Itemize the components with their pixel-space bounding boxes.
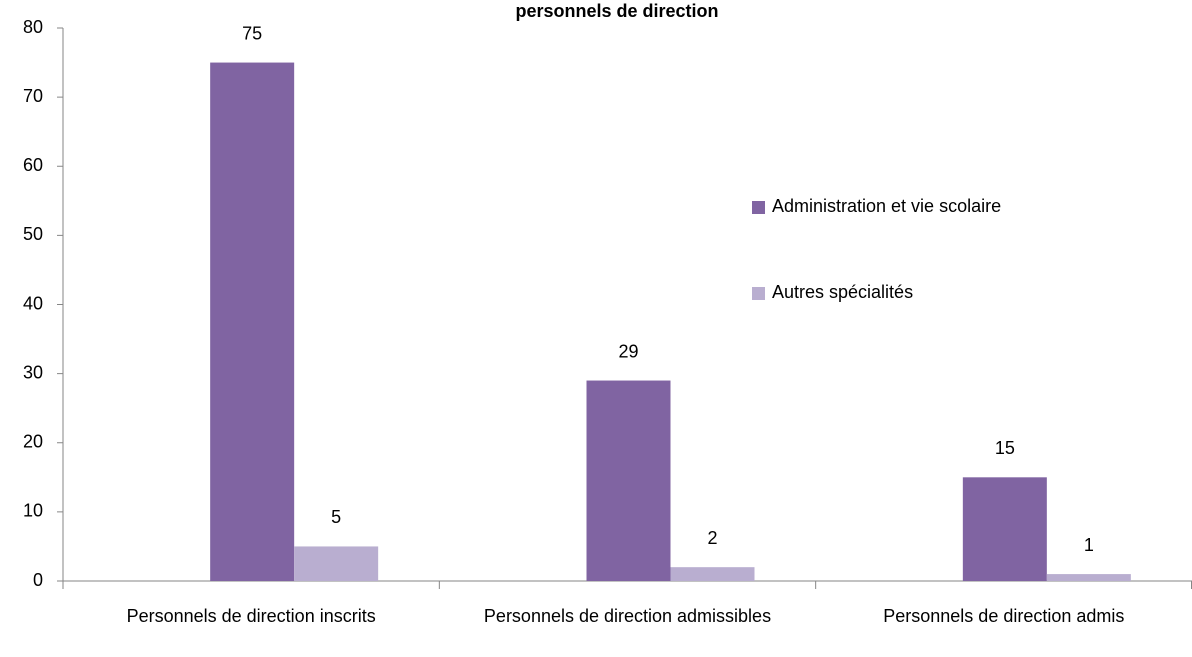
y-tick-label: 30 (23, 362, 43, 382)
data-label: 15 (995, 438, 1015, 458)
bar (962, 477, 1047, 581)
y-tick-label: 40 (23, 293, 43, 313)
bar (670, 567, 755, 581)
data-label: 29 (618, 341, 638, 361)
legend-label: Administration et vie scolaire (772, 196, 1001, 216)
x-tick-label: Personnels de direction admis (883, 606, 1124, 626)
y-tick-label: 60 (23, 155, 43, 175)
bar (210, 62, 295, 581)
y-tick-label: 70 (23, 86, 43, 106)
bar (294, 546, 379, 581)
data-label: 75 (242, 23, 262, 43)
data-label: 1 (1084, 535, 1094, 555)
data-label: 2 (707, 528, 717, 548)
bar (1046, 574, 1131, 581)
legend-swatch (752, 287, 765, 300)
y-tick-label: 0 (33, 570, 43, 590)
chart-title: personnels de direction (515, 1, 718, 21)
bar (586, 380, 671, 581)
y-tick-label: 20 (23, 432, 43, 452)
legend-label: Autres spécialités (772, 282, 913, 302)
y-tick-label: 50 (23, 224, 43, 244)
x-tick-label: Personnels de direction inscrits (127, 606, 376, 626)
y-tick-label: 80 (23, 17, 43, 37)
x-tick-label: Personnels de direction admissibles (484, 606, 771, 626)
data-label: 5 (331, 507, 341, 527)
legend-swatch (752, 201, 765, 214)
y-tick-label: 10 (23, 501, 43, 521)
